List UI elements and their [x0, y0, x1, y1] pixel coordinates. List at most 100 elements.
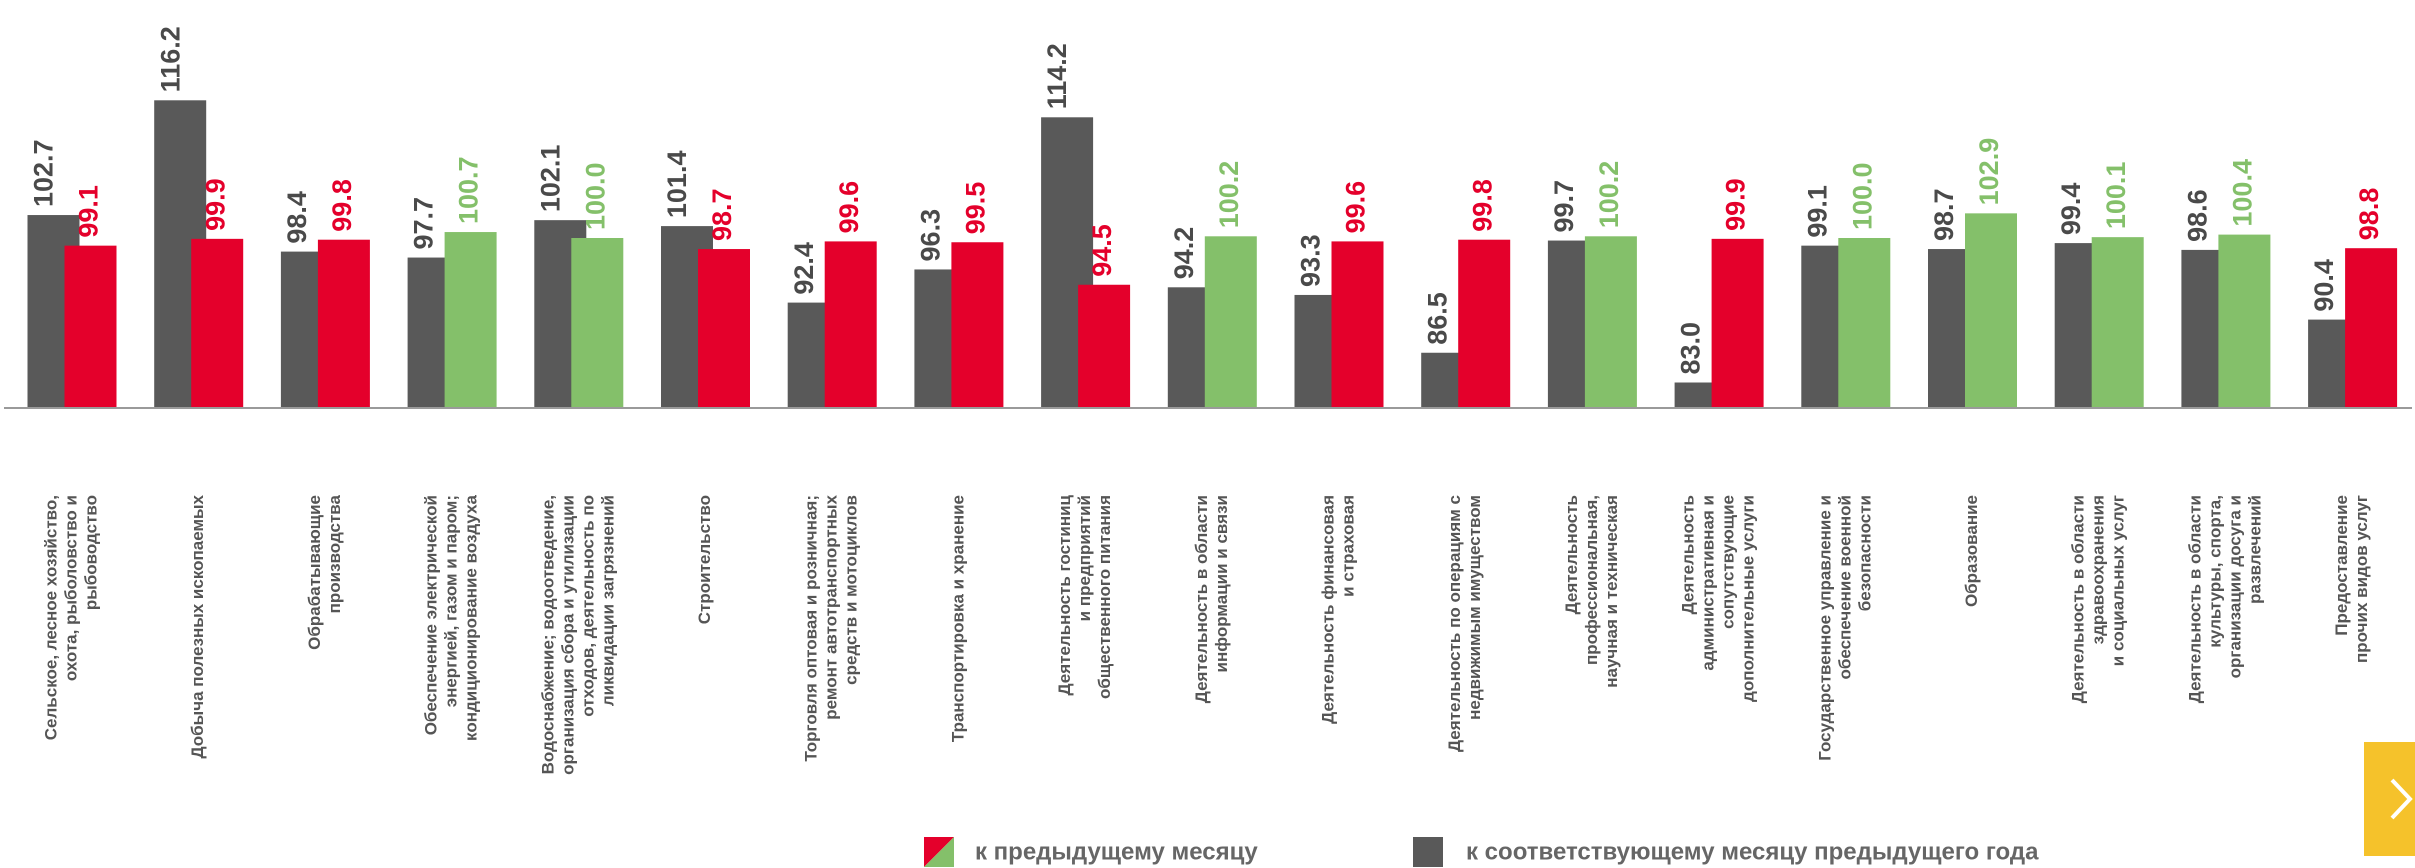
category-label: средств и мотоциклов	[842, 495, 861, 685]
category-label: Обеспечение электрической	[422, 495, 441, 735]
value-label: 101.4	[662, 151, 692, 219]
bar	[571, 238, 624, 408]
value-label: 99.5	[961, 182, 991, 235]
category-label: энергией, газом и паром;	[442, 495, 461, 707]
category-label: Водоснабжение; водоотведение,	[538, 495, 557, 774]
category-label: обеспечение военной	[1835, 495, 1854, 680]
category-label: Деятельность в области	[2185, 495, 2204, 703]
bar	[1331, 241, 1384, 408]
value-label: 94.2	[1169, 227, 1199, 280]
bar	[191, 238, 244, 408]
category-label: организации досуга и	[2225, 495, 2244, 678]
bar	[64, 245, 117, 408]
category-label: сопутствующие	[1719, 495, 1738, 629]
value-label: 98.7	[1929, 188, 1959, 241]
category-label: Государственное управление и	[1815, 495, 1834, 761]
bar	[317, 239, 370, 408]
bar	[1711, 238, 1764, 408]
bar	[1204, 236, 1257, 408]
category-label: Деятельность по операциям с	[1445, 495, 1464, 752]
bar	[951, 242, 1004, 408]
category-label: здравоохранения	[2089, 495, 2108, 644]
value-label: 97.7	[409, 197, 439, 250]
value-label: 100.7	[454, 156, 484, 224]
category-label: и предприятий	[1075, 495, 1094, 621]
next-arrow[interactable]	[2390, 778, 2413, 820]
category-label: научная и техническая	[1602, 495, 1621, 688]
value-label: 99.8	[1467, 179, 1497, 232]
value-label: 114.2	[1042, 43, 1072, 109]
bar	[1078, 284, 1131, 408]
category-label: Сельское, лесное хозяйство,	[41, 495, 60, 740]
value-label: 100.1	[2101, 162, 2131, 230]
category-label: профессиональная,	[1582, 495, 1601, 665]
value-label: 100.0	[580, 162, 610, 230]
category-label: прочих видов услуг	[2352, 495, 2371, 663]
category-label: организация сбора и утилизации	[558, 495, 577, 775]
value-label: 98.7	[707, 188, 737, 241]
value-label: 98.6	[2183, 189, 2213, 242]
value-label: 99.4	[2056, 183, 2086, 236]
category-label: Деятельность финансовая	[1318, 495, 1337, 724]
category-label: административная и	[1699, 495, 1718, 671]
value-label: 116.2	[155, 26, 185, 92]
value-label: 99.6	[834, 181, 864, 234]
value-label: 93.3	[1296, 234, 1326, 287]
value-label: 94.5	[1087, 224, 1117, 277]
value-label: 100.2	[1214, 161, 1244, 229]
value-label: 83.0	[1676, 322, 1706, 375]
category-label: Транспортировка и хранение	[948, 495, 967, 742]
next-button-bg[interactable]	[2364, 742, 2415, 856]
value-label: 99.9	[1721, 178, 1751, 231]
legend-label: к предыдущему месяцу	[975, 838, 1258, 865]
category-label: Образование	[1962, 495, 1981, 607]
legend-swatch	[924, 837, 954, 867]
category-label: рыбоводство	[81, 495, 100, 610]
value-label: 90.4	[2309, 259, 2339, 312]
bar	[2218, 234, 2271, 408]
value-label: 100.0	[1847, 162, 1877, 230]
category-label: Добыча полезных ископаемых	[188, 494, 207, 758]
value-label: 86.5	[1422, 292, 1452, 345]
category-label: кондиционирование воздуха	[462, 494, 481, 740]
category-label: и страховая	[1338, 495, 1357, 597]
bar	[2091, 237, 2144, 408]
category-label: ликвидации загрязнений	[598, 495, 617, 706]
category-label: Строительство	[695, 495, 714, 624]
category-label: Деятельность в области	[1192, 495, 1211, 703]
value-label: 92.4	[789, 242, 819, 295]
value-label: 98.4	[282, 191, 312, 244]
bar	[698, 249, 750, 408]
category-label: дополнительные услуги	[1739, 495, 1758, 702]
bar	[1965, 213, 2017, 408]
category-label: безопасности	[1855, 495, 1874, 611]
category-label: производства	[325, 494, 344, 613]
category-label: Торговля оптовая и розничная;	[802, 495, 821, 762]
category-label: Обрабатывающие	[305, 495, 324, 650]
value-label: 96.3	[916, 209, 946, 262]
category-label: Деятельность	[1562, 495, 1581, 614]
category-label: ремонт автотранспортных	[822, 494, 841, 719]
value-label: 99.1	[1802, 185, 1832, 238]
value-label: 102.7	[29, 139, 59, 207]
bar	[1458, 239, 1511, 408]
bar	[444, 232, 497, 408]
value-label: 99.7	[1549, 180, 1579, 233]
category-label: охота, рыболовство и	[61, 495, 80, 681]
category-label: информации и связи	[1212, 495, 1231, 672]
category-label: развлечений	[2245, 495, 2264, 604]
bar	[1584, 236, 1637, 408]
legend-label: к соответствующему месяцу предыдущего го…	[1466, 838, 2039, 865]
category-label: отходов, деятельность по	[578, 495, 597, 717]
value-label: 99.6	[1341, 181, 1371, 234]
value-label: 100.4	[2228, 159, 2258, 227]
legend-swatch	[1413, 837, 1443, 867]
category-label: Предоставление	[2332, 495, 2351, 636]
category-label: и социальных услуг	[2109, 495, 2128, 666]
bar	[1838, 238, 1891, 408]
category-label: культуры, спорта,	[2205, 495, 2224, 648]
next-button[interactable]	[2364, 742, 2415, 856]
value-label: 99.1	[74, 185, 104, 238]
value-label: 99.8	[327, 179, 357, 232]
